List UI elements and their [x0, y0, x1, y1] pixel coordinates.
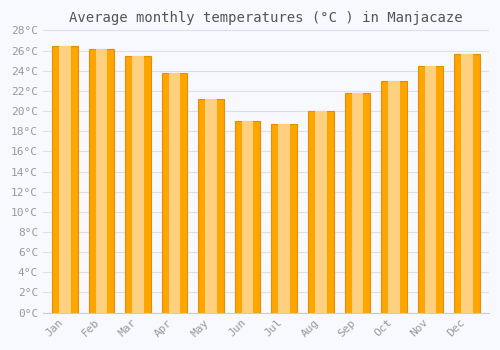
Bar [381, 81, 406, 313]
Bar [52, 46, 78, 313]
Bar [125, 56, 151, 313]
Bar [388, 81, 400, 313]
Bar [59, 46, 70, 313]
Bar [162, 73, 188, 313]
Bar [424, 66, 436, 313]
Bar [206, 99, 217, 313]
Bar [308, 111, 334, 313]
Bar [344, 93, 370, 313]
Bar [198, 99, 224, 313]
Bar [454, 54, 480, 313]
Bar [132, 56, 144, 313]
Bar [242, 121, 254, 313]
Bar [278, 124, 290, 313]
Bar [96, 49, 107, 313]
Bar [461, 54, 472, 313]
Bar [352, 93, 363, 313]
Bar [315, 111, 326, 313]
Bar [418, 66, 443, 313]
Title: Average monthly temperatures (°C ) in Manjacaze: Average monthly temperatures (°C ) in Ma… [69, 11, 462, 25]
Bar [88, 49, 114, 313]
Bar [169, 73, 180, 313]
Bar [235, 121, 260, 313]
Bar [272, 124, 297, 313]
